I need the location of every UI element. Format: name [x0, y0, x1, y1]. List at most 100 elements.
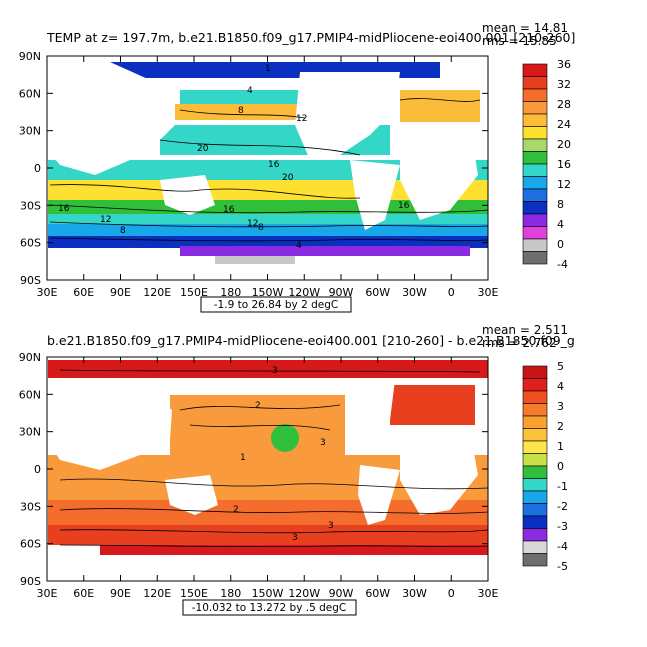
band-north-subpolar [180, 90, 300, 104]
contour-label: 8 [258, 223, 264, 233]
colorbar-label: -1 [557, 480, 568, 493]
land-south-america [350, 160, 400, 230]
colorbar-swatch [522, 478, 548, 492]
colorbar-label: 24 [557, 118, 571, 131]
contour-label: 16 [268, 160, 280, 170]
band-north-atlantic [400, 90, 480, 122]
x-tick-label: 120E [143, 286, 171, 299]
colorbar-swatch [522, 113, 548, 127]
x-tick-label: 30E [37, 587, 58, 600]
x-tick-label: 180 [220, 587, 241, 600]
colorbar-label: 36 [557, 58, 571, 71]
colorbar-swatch [522, 126, 548, 140]
x-tick-label: 30W [402, 587, 427, 600]
colorbar-label: 32 [557, 78, 571, 91]
contour-label: 16 [398, 201, 410, 211]
colorbar-label: 1 [557, 440, 564, 453]
colorbar-swatch [522, 465, 548, 479]
panel-top-contour-labels: 1 4 8 12 16 20 16 20 12 16 8 4 12 16 8 [58, 64, 410, 251]
colorbar-swatch [522, 503, 548, 517]
x-tick-label: 90W [329, 587, 354, 600]
panel-top-x-ticks: 30E 60E 90E 120E 150E 180 150W 120W 90W 60W 30W 0 30… [37, 56, 499, 299]
band-antarctic-anomaly [100, 545, 488, 555]
band-north-pacific-anomaly [170, 395, 345, 455]
colorbar-swatch [522, 188, 548, 202]
contour-label: 20 [282, 173, 294, 183]
colorbar-label: 16 [557, 158, 571, 171]
x-tick-label: 90E [110, 286, 131, 299]
panel-bottom: b.e21.B1850.f09_g17.PMIP4-midPliocene-eo… [19, 323, 575, 616]
contour-line [189, 424, 331, 431]
y-tick-label: 30S [20, 199, 41, 212]
panel-top: TEMP at z= 197.7m, b.e21.B1850.f09_g17.P… [19, 21, 575, 313]
contour-line [59, 369, 481, 373]
contour-label: 12 [100, 215, 111, 225]
colorbar-label: 5 [557, 360, 564, 373]
band-north-atlantic-anomaly [390, 385, 475, 425]
contour-label: 12 [247, 219, 258, 229]
x-tick-label: 60W [365, 587, 390, 600]
x-tick-label: 120W [288, 286, 320, 299]
panel-top-range-label: -1.9 to 26.84 by 2 degC [214, 299, 338, 311]
colorbar-label: -4 [557, 540, 568, 553]
band-south-cold [48, 224, 488, 236]
y-tick-label: 0 [34, 463, 41, 476]
band-southern-ocean [48, 236, 488, 248]
band-north-mid [175, 104, 305, 120]
colorbar-swatch [522, 176, 548, 190]
panel-bottom-land [47, 378, 488, 581]
colorbar-swatch [522, 163, 548, 177]
x-tick-label: 180 [220, 286, 241, 299]
x-tick-label: 30E [478, 286, 499, 299]
cool-anomaly-pacific [271, 424, 299, 452]
colorbar-swatch [522, 428, 548, 442]
land-antarctica [47, 555, 488, 581]
panel-top-y-ticks: 90N 60N 30N 0 30S 60S 90S [19, 50, 488, 287]
contour-line [59, 508, 489, 514]
band-antarctic-ice [215, 256, 295, 264]
colorbar-label: 0 [557, 460, 564, 473]
y-tick-label: 60N [19, 388, 41, 401]
y-tick-label: 60N [19, 87, 41, 100]
y-tick-label: 60S [20, 538, 41, 551]
x-tick-label: 30E [478, 587, 499, 600]
panel-top-temperature-field [48, 62, 488, 264]
contour-label: 3 [328, 521, 334, 531]
colorbar-swatch [522, 403, 548, 417]
colorbar-swatch [522, 440, 548, 454]
colorbar-label: 12 [557, 178, 571, 191]
contour-line [399, 98, 481, 102]
colorbar-swatch [522, 378, 548, 392]
land-eurasia [47, 62, 175, 175]
contour-line [49, 184, 361, 199]
colorbar-swatch [522, 138, 548, 152]
colorbar-swatch [522, 63, 548, 77]
colorbar-label: 8 [557, 198, 564, 211]
y-tick-label: 90S [20, 575, 41, 588]
x-tick-label: 30E [37, 286, 58, 299]
contour-line [59, 478, 489, 490]
contour-label: 16 [58, 204, 70, 214]
colorbar-label: -5 [557, 560, 568, 573]
colorbar-label: -4 [557, 258, 568, 271]
x-tick-label: 60E [73, 286, 94, 299]
colorbar-label: 20 [557, 138, 571, 151]
x-tick-label: 90E [110, 587, 131, 600]
x-tick-label: 0 [448, 286, 455, 299]
contour-line [59, 544, 489, 548]
colorbar-label: -2 [557, 500, 568, 513]
colorbar-swatch [522, 101, 548, 115]
band-south-cool [48, 214, 488, 224]
x-tick-label: 150E [180, 286, 208, 299]
colorbar-label: 0 [557, 238, 564, 251]
colorbar-swatch [522, 151, 548, 165]
x-tick-label: 60W [365, 286, 390, 299]
panel-bottom-title: b.e21.B1850.f09_g17.PMIP4-midPliocene-eo… [47, 333, 575, 348]
contour-line [49, 237, 489, 242]
contour-label: 1 [240, 453, 246, 463]
y-tick-label: 0 [34, 162, 41, 175]
band-antarctic-shelf [180, 246, 470, 256]
y-tick-label: 30S [20, 500, 41, 513]
x-tick-label: 30W [402, 286, 427, 299]
